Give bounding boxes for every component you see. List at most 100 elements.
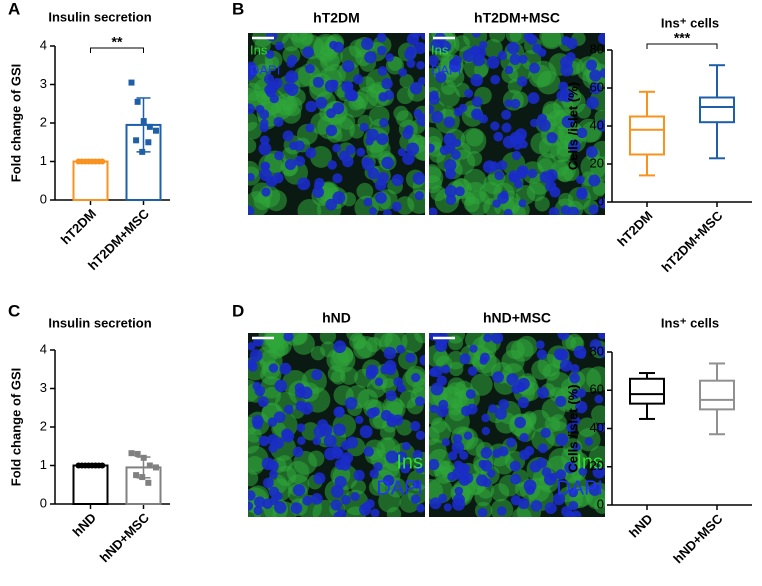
nucleus (546, 132, 558, 144)
nucleus (356, 147, 366, 157)
y-tick-label: 3 (40, 76, 47, 91)
nucleus (429, 404, 439, 414)
nucleus (315, 96, 328, 109)
cell-cytoplasm (461, 191, 476, 206)
nucleus (516, 76, 528, 87)
nucleus (419, 354, 425, 366)
micrograph (429, 33, 605, 215)
nucleus (329, 40, 338, 50)
y-tick-label: 0 (40, 191, 47, 206)
nucleus (538, 443, 548, 454)
cell-cytoplasm (290, 333, 308, 345)
nucleus (559, 359, 573, 372)
nucleus (504, 65, 514, 75)
nucleus (561, 506, 572, 517)
cell-cytoplasm (544, 416, 561, 433)
data-point (133, 472, 140, 479)
cell-cytoplasm (341, 192, 357, 207)
nucleus (454, 486, 464, 496)
nucleus (556, 90, 568, 102)
nucleus (341, 452, 354, 464)
nucleus (334, 475, 347, 489)
nucleus (378, 92, 388, 102)
nucleus (530, 500, 543, 512)
cell-cytoplasm (297, 198, 322, 215)
nucleus (385, 53, 394, 62)
nucleus (285, 83, 299, 97)
cell-cytoplasm (576, 367, 602, 393)
nucleus (397, 384, 406, 393)
nucleus (379, 118, 389, 128)
nucleus (576, 127, 588, 139)
nucleus (555, 395, 567, 407)
nucleus (384, 359, 397, 373)
nucleus (566, 423, 576, 433)
nucleus (416, 61, 425, 70)
nucleus (373, 462, 383, 472)
nucleus (549, 472, 558, 481)
data-point (146, 123, 153, 130)
nucleus (589, 82, 602, 95)
nucleus (586, 96, 599, 110)
nucleus (325, 124, 338, 137)
nucleus (282, 130, 294, 142)
nucleus (515, 167, 528, 179)
nucleus (501, 109, 512, 120)
nucleus (480, 460, 493, 472)
cell-cytoplasm (558, 192, 574, 208)
nucleus (471, 96, 483, 108)
nucleus (341, 495, 351, 505)
cell-cytoplasm (248, 469, 259, 487)
nucleus (281, 430, 295, 443)
cell-cytoplasm (248, 432, 260, 454)
data-point (145, 139, 152, 146)
nucleus (537, 113, 548, 124)
nucleus (518, 199, 527, 208)
nucleus (410, 421, 421, 432)
nucleus (497, 160, 508, 171)
nucleus (469, 344, 478, 353)
nucleus (453, 493, 465, 506)
cell-cytoplasm (448, 361, 464, 377)
nucleus (284, 158, 297, 171)
nucleus (248, 342, 256, 351)
y-tick-label: 80 (590, 41, 604, 56)
nucleus (487, 469, 496, 478)
y-axis-label: Fold change of GSI (8, 368, 23, 486)
nucleus (529, 62, 540, 74)
stain-label: Ins (431, 42, 449, 57)
nucleus (367, 167, 380, 180)
nucleus (273, 411, 286, 423)
nucleus (369, 469, 379, 479)
cell-cytoplasm (265, 189, 287, 212)
nucleus (586, 146, 598, 158)
nucleus (365, 137, 374, 146)
nucleus (569, 373, 580, 384)
data-point (139, 148, 146, 155)
nucleus (445, 168, 456, 180)
nucleus (449, 60, 462, 73)
nucleus (414, 42, 425, 55)
nucleus (492, 448, 502, 458)
nucleus (480, 447, 493, 459)
nucleus (483, 333, 493, 343)
cell-cytoplasm (248, 138, 257, 154)
nucleus (376, 33, 387, 43)
micrograph-title: hT2DM (313, 10, 360, 26)
y-tick-label: 0 (40, 495, 47, 510)
data-point (134, 450, 141, 457)
nucleus (594, 394, 604, 404)
nucleus (416, 503, 425, 513)
nucleus (302, 46, 314, 58)
nucleus (366, 364, 379, 378)
nucleus (305, 147, 317, 159)
nucleus (589, 339, 602, 351)
nucleus (511, 150, 522, 161)
x-tick-label: hT2DM (614, 208, 655, 249)
nucleus (481, 426, 491, 436)
nucleus (430, 382, 444, 396)
nucleus (510, 98, 521, 109)
y-tick-label: 0 (597, 193, 604, 208)
nucleus (494, 170, 504, 181)
nucleus (564, 461, 577, 474)
